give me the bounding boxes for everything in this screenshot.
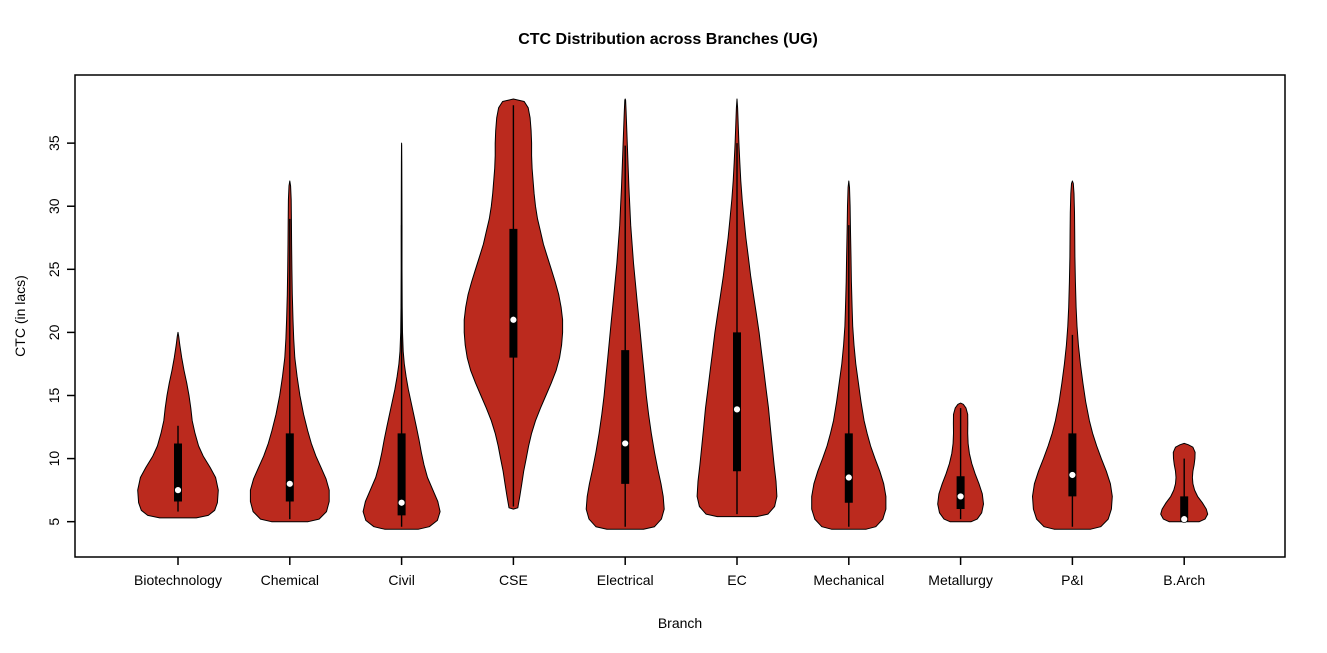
median-dot bbox=[733, 405, 741, 414]
plot-border bbox=[74, 74, 1286, 558]
x-axis-label: Branch bbox=[658, 615, 702, 631]
x-tick-label: EC bbox=[727, 572, 746, 588]
y-tick-label: 15 bbox=[46, 387, 62, 403]
x-tick-label: Metallurgy bbox=[928, 572, 993, 588]
y-tick-label: 35 bbox=[46, 135, 62, 151]
plot-content: 5 10 15 20 25 30 35 Biotechnology Chemical Civil C… bbox=[46, 74, 1286, 588]
median-dot bbox=[1180, 515, 1188, 523]
y-axis-label: CTC (in lacs) bbox=[12, 275, 28, 357]
x-tick-label: Chemical bbox=[261, 572, 319, 588]
y-tick-label: 20 bbox=[46, 324, 62, 340]
median-dot bbox=[1068, 471, 1077, 479]
median-dot bbox=[956, 492, 965, 501]
chart-title: CTC Distribution across Branches (UG) bbox=[518, 31, 818, 48]
median-dot bbox=[845, 473, 853, 482]
median-dot bbox=[397, 499, 406, 507]
y-tick-label: 30 bbox=[46, 198, 62, 214]
x-tick-label: Mechanical bbox=[813, 572, 884, 588]
y-tick-label: 10 bbox=[46, 451, 62, 467]
median-dot bbox=[509, 316, 518, 324]
x-tick-label: Electrical bbox=[597, 572, 654, 588]
x-tick-label: CSE bbox=[499, 572, 528, 588]
y-tick-label: 25 bbox=[46, 261, 62, 277]
violin-Biotechnology bbox=[137, 331, 219, 519]
median-dot bbox=[286, 480, 294, 488]
x-tick-label: Civil bbox=[388, 572, 414, 588]
x-tick-label: P&I bbox=[1061, 572, 1084, 588]
x-tick-label: B.Arch bbox=[1163, 572, 1205, 588]
y-tick-label: 5 bbox=[46, 518, 62, 526]
median-dot bbox=[621, 439, 629, 448]
median-dot bbox=[174, 486, 182, 494]
x-tick-label: Biotechnology bbox=[134, 572, 222, 588]
